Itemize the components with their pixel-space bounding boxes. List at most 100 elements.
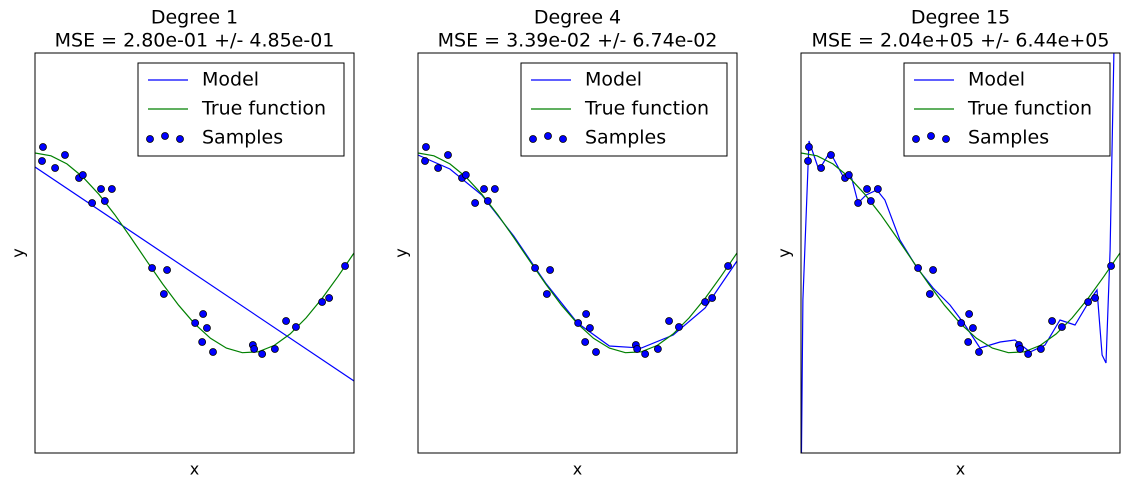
sample-point <box>51 164 59 172</box>
sample-point <box>292 323 300 331</box>
sample-point <box>159 290 168 298</box>
y-axis-label: y <box>392 248 411 257</box>
sample-point <box>546 266 554 274</box>
sample-point <box>88 199 97 207</box>
legend-marker <box>927 132 935 140</box>
sample-point <box>701 298 709 306</box>
sample-point <box>914 264 922 272</box>
sample-point <box>975 348 983 356</box>
sample-point <box>421 157 429 165</box>
sample-point <box>209 348 217 356</box>
sample-point <box>969 324 977 332</box>
sample-point <box>325 294 334 302</box>
sample-point <box>965 310 974 318</box>
sample-point <box>925 290 934 298</box>
sample-point <box>574 319 583 327</box>
legend-label: True function <box>967 98 1092 120</box>
sample-point <box>653 345 662 353</box>
axes-frame <box>417 52 738 454</box>
axes-frame <box>34 52 355 454</box>
sample-point <box>203 324 211 332</box>
chart-subtitle: MSE = 3.39e-02 +/- 6.74e-02 <box>438 30 718 52</box>
sample-point <box>804 157 812 165</box>
chart-title: Degree 15 <box>911 7 1010 29</box>
sample-point <box>39 143 47 151</box>
sample-point <box>1091 294 1100 302</box>
x-axis-label: x <box>190 460 199 479</box>
legend-label: True function <box>201 98 326 120</box>
sample-point <box>199 310 208 318</box>
sample-point <box>542 290 551 298</box>
sample-point <box>341 262 349 270</box>
sample-point <box>817 164 825 172</box>
legend-label: Samples <box>968 127 1049 149</box>
sample-point <box>929 266 937 274</box>
legend-marker <box>912 135 920 143</box>
legend-marker <box>529 135 537 143</box>
sample-point <box>1024 350 1033 358</box>
sample-point <box>191 319 200 327</box>
sample-point <box>100 197 109 205</box>
x-axis-label: x <box>956 460 965 479</box>
sample-point <box>1016 345 1025 353</box>
sample-point <box>1036 345 1045 353</box>
sample-point <box>586 324 594 332</box>
legend-label: Samples <box>202 127 283 149</box>
sample-point <box>318 298 327 306</box>
sample-point <box>422 143 430 151</box>
sample-point <box>964 338 973 346</box>
sample-point <box>282 317 290 325</box>
sample-point <box>582 310 591 318</box>
legend: Model True function Samples <box>520 62 728 157</box>
chart-title: Degree 1 <box>151 7 238 29</box>
sample-point <box>863 185 871 193</box>
sample-point <box>641 350 650 358</box>
legend-label: Model <box>585 69 642 91</box>
legend-marker <box>544 132 552 140</box>
legend-marker <box>161 132 169 140</box>
sample-point <box>270 345 279 353</box>
sample-point <box>844 171 853 179</box>
y-axis-label: y <box>775 248 794 257</box>
sample-point <box>250 345 259 353</box>
sample-point <box>592 348 600 356</box>
plot-area <box>35 143 354 382</box>
legend-marker <box>146 135 154 143</box>
sample-point <box>827 151 835 159</box>
sample-point <box>490 185 499 193</box>
chart-title: Degree 4 <box>534 7 621 29</box>
sample-point <box>873 185 882 193</box>
sample-point <box>107 185 116 193</box>
plot-area <box>418 143 737 358</box>
sample-point <box>708 294 717 302</box>
sample-point <box>483 197 492 205</box>
legend-label: Samples <box>585 127 666 149</box>
sample-point <box>461 171 470 179</box>
legend-label: Model <box>968 69 1025 91</box>
sample-point <box>163 266 171 274</box>
legend-label: True function <box>584 98 709 120</box>
sample-point <box>61 151 69 159</box>
sample-point <box>97 185 105 193</box>
legend: Model True function Samples <box>903 62 1111 157</box>
x-axis-label: x <box>573 460 582 479</box>
sample-point <box>78 171 87 179</box>
legend-marker <box>176 135 184 143</box>
sample-point <box>1107 262 1115 270</box>
chart-subtitle: MSE = 2.80e-01 +/- 4.85e-01 <box>55 30 335 52</box>
axes-frame <box>800 52 1121 454</box>
sample-point <box>480 185 488 193</box>
chart-subtitle: MSE = 2.04e+05 +/- 6.44e+05 <box>812 30 1110 52</box>
sample-point <box>581 338 590 346</box>
sample-point <box>38 157 46 165</box>
sample-point <box>854 199 863 207</box>
sample-point <box>675 323 683 331</box>
sample-point <box>531 264 539 272</box>
sample-point <box>434 164 442 172</box>
legend-label: Model <box>202 69 259 91</box>
model-line <box>35 166 354 382</box>
